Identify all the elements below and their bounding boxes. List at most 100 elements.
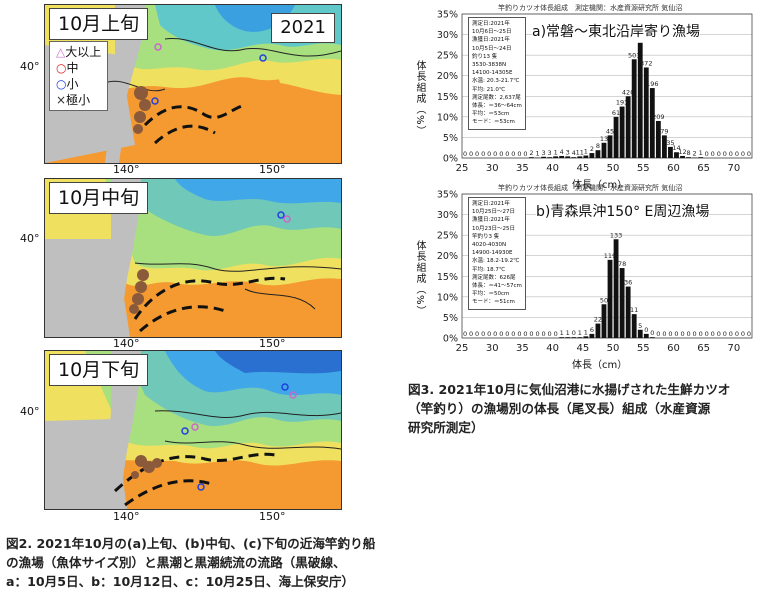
- hist-a-bar-label: 0: [741, 150, 745, 158]
- hist-a-bar-label: 0: [493, 150, 497, 158]
- hist-b-ytick: 30%: [437, 210, 458, 221]
- hist-b-bar-label: 0: [723, 330, 727, 338]
- hist-a-bar-label: 1: [535, 150, 539, 158]
- hist-b-bar-label: 0: [729, 330, 733, 338]
- hist-b-bar-label: 11: [630, 306, 638, 314]
- circle-red-icon: ○: [56, 61, 67, 75]
- hist-b-bar-label: 0: [475, 330, 479, 338]
- hist-b-bar: [583, 336, 589, 338]
- hist-b-info-line: 体長：＝41～57cm: [472, 283, 522, 290]
- hist-a-bar: [643, 67, 649, 158]
- hist-a-bar: [649, 88, 655, 158]
- hist-a-bar-label: 0: [705, 150, 709, 158]
- hist-b-info-line: 測定日:2021年: [472, 201, 510, 207]
- hist-a-bar-label: 3: [548, 149, 552, 157]
- hist-b-bar-label: 0: [523, 330, 527, 338]
- hist-a-bar-label: 0: [729, 150, 733, 158]
- hist-a-bar: [583, 155, 589, 158]
- hist-b-xtick: 55: [637, 343, 650, 354]
- hist-a-bar: [619, 106, 625, 158]
- hist-b-bar: [625, 286, 631, 338]
- hist-b-info-line: 4020-4030N: [472, 242, 507, 249]
- hist-b-bar: [577, 337, 583, 338]
- legend-small: ○小: [56, 77, 79, 91]
- hist-a-bar-label: 0: [747, 150, 751, 158]
- hist-a-bar: [668, 146, 673, 158]
- hist-b-xtick: 60: [667, 343, 680, 354]
- hist-b-header: 竿釣りカツオ体長組成 測定機関：水産資源研究所 気仙沼: [498, 184, 683, 192]
- hist-b-bar: [595, 323, 601, 338]
- hist-b-ytick: 15%: [437, 272, 458, 283]
- hist-b-bar-label: 0: [674, 330, 678, 338]
- hist-a-bar-label: 61: [612, 109, 620, 117]
- hist-a-bar-label: 12: [678, 148, 686, 156]
- hist-a-ytick: 10%: [437, 112, 458, 123]
- hist-a-bar-label: 0: [523, 150, 527, 158]
- hist-a-bar: [589, 153, 595, 158]
- hist-b-bar-label: 0: [572, 329, 576, 337]
- hist-b-ytick: 25%: [437, 231, 458, 242]
- hist-b-bar: [571, 337, 577, 338]
- hist-b-info-line: 測定尾数：626尾: [472, 274, 516, 281]
- hist-b-bar-label: 0: [541, 330, 545, 338]
- hist-b-infobox: 測定日:2021年 10月25日～27日 漁獲日:2021年 10月23日～25日 竿釣…: [468, 197, 526, 310]
- hist-a-ytick: 20%: [437, 71, 458, 82]
- hist-a-bar: [674, 152, 679, 158]
- hist-b-bar-label: 1: [578, 329, 582, 337]
- hist-a-info-line: 平均：＝53cm: [472, 111, 510, 118]
- hist-a-bar-label: 79: [660, 127, 668, 135]
- hist-a-bar-label: 35: [666, 139, 674, 147]
- map-3-lon-140: 140°: [113, 510, 140, 523]
- hist-a-bar-label: 3: [566, 148, 570, 156]
- hist-a-bar: [577, 156, 583, 158]
- hist-a-bar: [625, 96, 631, 158]
- hist-b-bar-label: 0: [529, 330, 533, 338]
- map-legend: △大以上 ○中 ○小 ×極小: [49, 41, 109, 111]
- map-2-lon-140: 140°: [113, 337, 140, 350]
- hist-b-bar-label: 0: [705, 330, 709, 338]
- hist-a-xtick: 35: [516, 163, 529, 174]
- hist-b-plot: 0%5%10%15%20%25%30%35%0 0 0 0 0 0 0 0 0 0 0 0 0 0 0 0 1 1…: [437, 190, 753, 354]
- hist-b-bar-label: 78: [618, 260, 626, 268]
- hist-b-bar-label: 0: [741, 330, 745, 338]
- map-3-lat-label: 40°: [20, 405, 40, 418]
- map-1-lon-140: 140°: [113, 163, 140, 176]
- hist-b-bar-label: 0: [548, 330, 552, 338]
- hist-a-xtick: 40: [546, 163, 559, 174]
- hist-b-bar-label: 1: [584, 328, 588, 336]
- hist-b-bar-label: 0: [554, 330, 558, 338]
- legend-large: △大以上: [56, 45, 102, 59]
- hist-b-bar-label: 0: [747, 330, 751, 338]
- hist-b-bar: [649, 337, 655, 338]
- hist-a-bar-label: 501: [628, 51, 640, 59]
- right-caption: 図3. 2021年10月に気仙沼港に水揚げされた生鮮カツオ （竿釣り）の漁場別の…: [408, 382, 731, 435]
- triangle-icon: △: [56, 45, 66, 59]
- hist-a-bar-label: 8: [686, 149, 690, 157]
- hist-a-bar-label: 196: [646, 80, 658, 88]
- hist-b-bar-label: 0: [711, 330, 715, 338]
- hist-a-bar: [698, 157, 704, 158]
- hist-a-bar: [547, 157, 553, 158]
- hist-a-ytick: 35%: [437, 10, 458, 21]
- hist-b-xtick: 40: [546, 343, 559, 354]
- hist-a-xtick: 55: [637, 163, 650, 174]
- cross-icon: ×: [56, 93, 67, 107]
- hist-a-bar: [571, 157, 577, 158]
- hist-b-bar-label: 0: [662, 330, 666, 338]
- hist-a-xtick: 30: [486, 163, 499, 174]
- hist-b-xtick: 50: [607, 343, 620, 354]
- hist-a-bar-label: 0: [723, 150, 727, 158]
- hist-a-bar-label: 2: [693, 150, 697, 158]
- hist-a-info-line: 10月6日～25日: [472, 29, 512, 36]
- hist-b-ytick: 20%: [437, 251, 458, 262]
- hist-b-bar-label: 0: [481, 330, 485, 338]
- hist-b-axes-frame: [461, 193, 753, 339]
- histogram-b: 竿釣りカツオ体長組成 測定機関：水産資源研究所 気仙沼 体長組成（%） 0% 5%…: [410, 180, 760, 371]
- map-1-lat-label: 40°: [20, 60, 40, 73]
- hist-b-bar-label: 0: [493, 330, 497, 338]
- hist-a-axes-frame: [461, 13, 753, 159]
- sst-map-2: [45, 179, 341, 337]
- hist-b-bar-label: 36: [624, 279, 632, 287]
- hist-b-xtick: 65: [697, 343, 710, 354]
- hist-b-info-line: 10月23日～25日: [472, 225, 515, 232]
